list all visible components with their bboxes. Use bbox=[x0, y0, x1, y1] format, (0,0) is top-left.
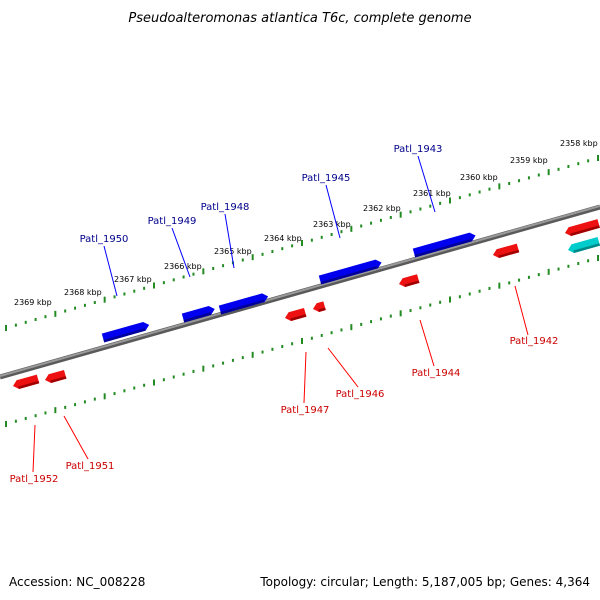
accession-text: Accession: NC_008228 bbox=[9, 575, 145, 589]
gene-features bbox=[13, 219, 600, 389]
kbp-ruler: 2358 kbp 2359 kbp 2360 kbp 2361 kbp 2362 kbp… bbox=[5, 139, 599, 427]
gene-name: Patl_1945 bbox=[302, 173, 351, 184]
kbp-tick-label: 2367 kbp bbox=[114, 275, 152, 284]
gene-label-patl_1950: Patl_1950 bbox=[80, 234, 129, 297]
kbp-tick-label: 2362 kbp bbox=[363, 204, 401, 213]
reverse-gene-2 bbox=[45, 369, 67, 383]
kbp-tick-label: 2359 kbp bbox=[510, 156, 548, 165]
kbp-tick-label: 2365 kbp bbox=[214, 247, 252, 256]
gene-label-patl_1944: Patl_1944 bbox=[412, 319, 461, 379]
forward-gene-1 bbox=[101, 321, 150, 343]
reverse-gene-4 bbox=[313, 301, 326, 312]
reverse-gene-5 bbox=[399, 274, 420, 287]
gene-label-patl_1949: Patl_1949 bbox=[148, 216, 197, 278]
gene-name: Patl_1949 bbox=[148, 216, 197, 227]
reverse-gene-3 bbox=[285, 307, 307, 321]
gene-label-patl_1948: Patl_1948 bbox=[201, 202, 250, 269]
gene-name: Patl_1951 bbox=[66, 461, 115, 472]
gene-labels: Patl_1943 Patl_1945 Patl_1948 Patl_1949 Patl… bbox=[10, 144, 559, 485]
kbp-tick-label: 2360 kbp bbox=[460, 173, 498, 182]
kbp-tick-label: 2368 kbp bbox=[64, 288, 102, 297]
gene-label-patl_1945: Patl_1945 bbox=[302, 173, 351, 239]
gene-label-patl_1951: Patl_1951 bbox=[63, 415, 115, 472]
kbp-tick-label: 2369 kbp bbox=[14, 298, 52, 307]
upper-tick-ruler bbox=[5, 155, 599, 331]
gene-label-patl_1952: Patl_1952 bbox=[10, 424, 59, 485]
gene-name: Patl_1944 bbox=[412, 368, 461, 379]
gene-label-patl_1943: Patl_1943 bbox=[394, 144, 443, 213]
gene-name: Patl_1946 bbox=[336, 389, 385, 400]
kbp-tick-label: 2361 kbp bbox=[413, 189, 451, 198]
gene-name: Patl_1952 bbox=[10, 474, 59, 485]
kbp-tick-label: 2366 kbp bbox=[164, 262, 202, 271]
forward-gene-5 bbox=[412, 232, 476, 258]
genome-backbone bbox=[0, 204, 600, 380]
forward-gene-3 bbox=[218, 293, 269, 315]
gene-name: Patl_1948 bbox=[201, 202, 250, 213]
other-gene bbox=[568, 236, 600, 253]
forward-gene-2 bbox=[181, 306, 215, 323]
lower-tick-ruler bbox=[5, 255, 599, 427]
kbp-tick-label: 2363 kbp bbox=[313, 220, 351, 229]
reverse-gene-6 bbox=[493, 243, 520, 258]
kbp-tick-label: 2364 kbp bbox=[264, 234, 302, 243]
kbp-tick-label: 2358 kbp bbox=[560, 139, 598, 148]
gene-name: Patl_1943 bbox=[394, 144, 443, 155]
map-title: Pseudoalteromonas atlantica T6c, complet… bbox=[128, 11, 471, 26]
gene-label-patl_1946: Patl_1946 bbox=[327, 347, 385, 400]
forward-gene-4 bbox=[318, 259, 382, 285]
gene-name: Patl_1947 bbox=[281, 405, 330, 416]
gene-label-patl_1942: Patl_1942 bbox=[510, 285, 559, 347]
gene-name: Patl_1942 bbox=[510, 336, 559, 347]
gene-label-patl_1947: Patl_1947 bbox=[281, 351, 330, 416]
reverse-gene-1 bbox=[13, 374, 40, 389]
gene-name: Patl_1950 bbox=[80, 234, 129, 245]
genome-summary-text: Topology: circular; Length: 5,187,005 bp… bbox=[259, 575, 590, 589]
reverse-gene-7 bbox=[565, 219, 600, 236]
